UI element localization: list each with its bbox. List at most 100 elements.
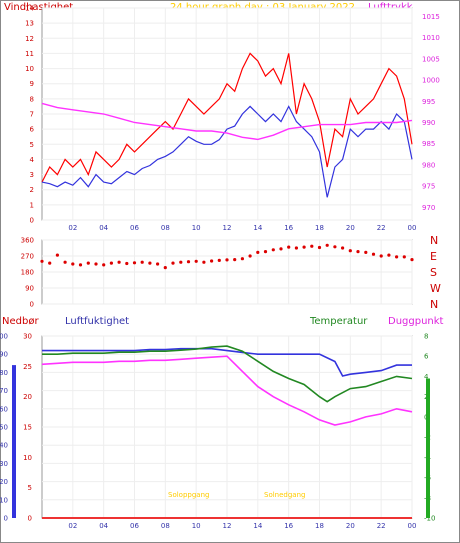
direction-point [140, 260, 144, 264]
direction-point [271, 248, 275, 252]
humidity-tick-label: 80 [0, 369, 8, 377]
time-tick-label: 04 [99, 522, 108, 530]
pressure-tick-label: 1010 [422, 34, 440, 42]
dewpoint-label: Duggpunkt [388, 316, 444, 327]
direction-point [395, 255, 399, 259]
direction-degree-axis: 0 90 180 270 360 [21, 237, 34, 309]
direction-point [186, 260, 191, 264]
humidity-label: Luftfuktighet [65, 316, 129, 327]
pressure-tick-label: 1000 [422, 77, 440, 85]
time-tick-label: 22 [377, 224, 386, 232]
direction-point [333, 245, 337, 249]
time-tick-label: 18 [315, 224, 324, 232]
humidity-level-bar [12, 365, 16, 518]
direction-point [78, 263, 83, 267]
rain-tick-label: 20 [23, 393, 32, 401]
temperature-series [42, 345, 413, 403]
time-tick-label: 02 [68, 522, 77, 530]
direction-point [63, 260, 67, 264]
direction-point [402, 255, 406, 259]
direction-point [302, 245, 306, 249]
rain-tick-label: 0 [28, 515, 32, 523]
compass-tick-label: W [430, 282, 441, 295]
humidity-tick-label: 20 [0, 478, 8, 486]
wind-direction-grid [42, 239, 413, 305]
rain-label: Nedbør [2, 316, 39, 327]
time-tick-label: 06 [130, 522, 139, 530]
direction-point [341, 246, 345, 250]
humidity-tick-label: 30 [0, 460, 8, 468]
compass-tick-label: S [430, 266, 437, 279]
temperature-label: Temperatur [309, 316, 368, 327]
wind-speed-tick-label: 5 [30, 141, 34, 149]
time-tick-label: 20 [346, 522, 355, 530]
time-tick-label: 08 [161, 522, 170, 530]
temperature-tick-label: 6 [424, 353, 429, 361]
direction-point [156, 262, 160, 266]
humidity-tick-label: 0 [4, 515, 8, 523]
direction-point [117, 260, 121, 264]
time-tick-label: 08 [161, 224, 170, 232]
time-tick-label: 00 [408, 224, 417, 232]
dewpoint-series [41, 355, 413, 426]
pressure-axis: 970 975 980 985 990 995 1000 1005 1010 1015 [422, 13, 440, 212]
time-tick-label: 00 [408, 522, 417, 530]
wind-gust-series [41, 52, 413, 183]
humidity-tick-label: 100 [0, 333, 8, 341]
humidity-tick-label: 40 [0, 442, 8, 450]
pressure-tick-label: 970 [422, 204, 435, 212]
direction-point [94, 262, 98, 266]
sunset-annotation: Solnedgang [264, 491, 305, 499]
direction-point [356, 250, 360, 254]
direction-point [325, 243, 329, 247]
direction-point [148, 261, 152, 265]
pressure-tick-label: 990 [422, 119, 435, 127]
rain-tick-label: 5 [28, 484, 32, 492]
pressure-tick-label: 1015 [422, 13, 440, 21]
direction-point [256, 250, 260, 254]
direction-tick-label: 360 [21, 237, 34, 245]
direction-point [379, 254, 383, 258]
humidity-time-axis: 02 04 06 08 10 12 14 16 18 20 22 00 [68, 522, 416, 530]
wind-speed-tick-label: 7 [30, 111, 34, 119]
time-tick-label: 02 [68, 224, 77, 232]
time-tick-label: 20 [346, 224, 355, 232]
pressure-tick-label: 975 [422, 183, 435, 191]
direction-point [387, 253, 391, 257]
humidity-tick-label: 50 [0, 424, 8, 432]
wind-speed-tick-label: 1 [30, 201, 34, 209]
time-tick-label: 12 [223, 224, 232, 232]
wind-speed-tick-label: 4 [30, 156, 35, 164]
compass-tick-label: E [430, 250, 437, 263]
time-tick-label: 10 [192, 522, 201, 530]
direction-point [410, 258, 414, 262]
wind-time-axis: 02 04 06 08 10 12 14 16 18 20 22 00 [68, 224, 416, 232]
humidity-tick-label: 90 [0, 351, 8, 359]
direction-point [248, 254, 252, 258]
direction-point [171, 261, 175, 265]
wind-speed-tick-label: 3 [30, 171, 34, 179]
direction-point [40, 259, 44, 263]
direction-point [217, 258, 221, 262]
direction-point [310, 244, 314, 248]
direction-point [132, 261, 137, 265]
rain-tick-label: 15 [23, 424, 32, 432]
time-tick-label: 10 [192, 224, 201, 232]
direction-point [317, 245, 322, 250]
humidity-tick-label: 60 [0, 405, 8, 413]
temperature-level-bar [426, 378, 430, 518]
wind-speed-tick-label: 10 [25, 65, 34, 73]
wind-speed-tick-label: 12 [25, 35, 34, 43]
compass-tick-label: N [430, 298, 438, 311]
direction-point [294, 246, 298, 250]
direction-point [163, 266, 167, 270]
compass-tick-label: N [430, 234, 438, 247]
time-tick-label: 12 [223, 522, 232, 530]
wind-speed-tick-label: 2 [30, 186, 34, 194]
direction-point [348, 249, 352, 253]
sunrise-annotation: Soloppgang [168, 491, 209, 499]
wind-speed-tick-label: 8 [30, 95, 34, 103]
direction-point [71, 262, 75, 266]
